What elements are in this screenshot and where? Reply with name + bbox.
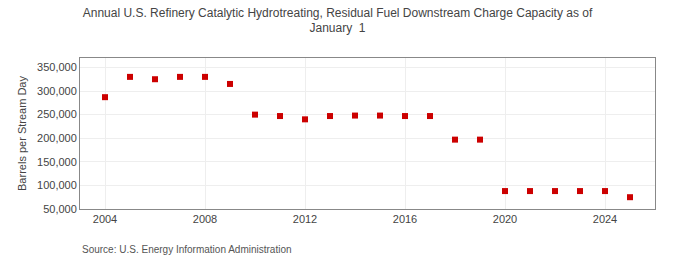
svg-text:Annual U.S. Refinery Catalytic: Annual U.S. Refinery Catalytic Hydrotrea… bbox=[83, 6, 593, 36]
svg-text:250,000: 250,000 bbox=[37, 108, 77, 120]
svg-text:2004: 2004 bbox=[93, 213, 117, 225]
svg-text:2016: 2016 bbox=[393, 213, 417, 225]
svg-text:100,000: 100,000 bbox=[37, 179, 77, 191]
svg-text:200,000: 200,000 bbox=[37, 132, 77, 144]
svg-text:350,000: 350,000 bbox=[37, 61, 77, 73]
svg-text:Barrels per Stream Day: Barrels per Stream Day bbox=[16, 76, 28, 191]
svg-text:Source: U.S. Energy Informatio: Source: U.S. Energy Information Administ… bbox=[82, 244, 292, 255]
svg-text:2020: 2020 bbox=[493, 213, 517, 225]
svg-text:150,000: 150,000 bbox=[37, 156, 77, 168]
svg-text:2008: 2008 bbox=[193, 213, 217, 225]
svg-text:50,000: 50,000 bbox=[43, 203, 77, 215]
svg-text:2012: 2012 bbox=[293, 213, 317, 225]
svg-text:2024: 2024 bbox=[593, 213, 617, 225]
svg-text:300,000: 300,000 bbox=[37, 85, 77, 97]
